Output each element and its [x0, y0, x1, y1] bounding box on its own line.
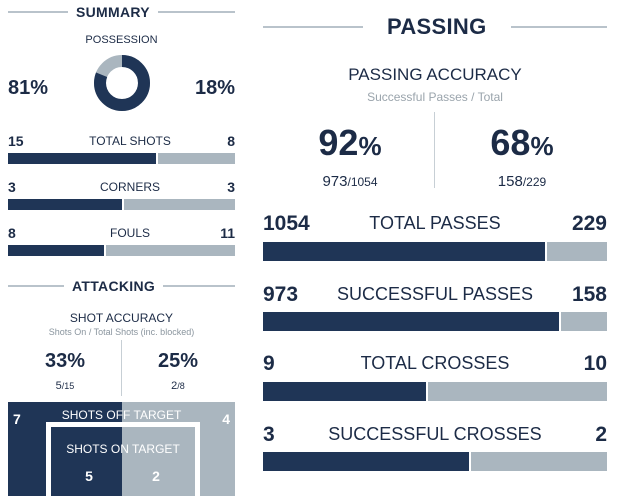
shot-accuracy-away-den: /8 — [177, 381, 185, 391]
passing-accuracy-home-num: 92 — [318, 122, 359, 163]
shots-off-away: 4 — [222, 411, 230, 427]
successful-passes-away: 158 — [571, 283, 607, 306]
total-crosses-bar — [263, 382, 607, 401]
shot-accuracy-home-fraction: 5/15 — [30, 380, 100, 392]
divider — [8, 285, 64, 287]
total-crosses-home: 9 — [263, 352, 275, 375]
passing-accuracy-away-num2: 158 — [497, 173, 523, 190]
shot-accuracy-label: SHOT ACCURACY — [69, 311, 174, 325]
shot-accuracy-home-den: /15 — [61, 381, 75, 391]
successful-passes-home: 973 — [263, 283, 299, 306]
total-shots-away: 8 — [227, 133, 235, 149]
corners-home-bar — [8, 199, 122, 210]
total-passes-away: 229 — [571, 212, 607, 235]
total-passes-bar — [263, 242, 607, 261]
shot-accuracy-away-fraction: 2/8 — [143, 380, 213, 392]
total-shots-home: 15 — [8, 133, 24, 149]
corners-bar — [8, 199, 235, 210]
passing-accuracy-away-den: /229 — [522, 175, 547, 189]
shot-accuracy-away-num: 2 — [171, 380, 178, 392]
summary-header: SUMMARY — [8, 4, 235, 20]
total-passes-home-bar — [263, 242, 546, 261]
fouls-home-bar — [8, 245, 104, 256]
successful-crosses-away: 2 — [595, 423, 607, 446]
goal-frame — [46, 422, 200, 496]
fouls-away: 11 — [220, 225, 235, 241]
fouls-away-bar — [105, 245, 235, 256]
possession-home-value: 81% — [8, 77, 49, 99]
shot-accuracy-home-pct: 33% — [44, 350, 86, 372]
possession-donut — [94, 55, 150, 111]
possession-home-arc — [94, 55, 150, 111]
shots-off-home: 7 — [13, 411, 21, 427]
passing-accuracy-subtitle: Successful Passes / Total — [367, 90, 503, 104]
total-crosses-away: 10 — [583, 352, 607, 375]
passing-accuracy-away-sym: % — [530, 131, 554, 161]
divider — [157, 11, 235, 13]
successful-crosses-label: SUCCESSFUL CROSSES — [328, 424, 542, 444]
shots-on-away: 2 — [152, 468, 160, 484]
divider — [510, 26, 607, 28]
successful-crosses-away-bar — [471, 452, 607, 471]
attacking-title: ATTACKING — [72, 278, 156, 294]
total-passes-label: TOTAL PASSES — [369, 213, 501, 233]
passing-accuracy-divider — [434, 112, 435, 188]
successful-passes-label: SUCCESSFUL PASSES — [336, 284, 534, 304]
total-crosses-away-bar — [428, 382, 607, 401]
total-shots-away-bar — [158, 153, 235, 164]
successful-crosses-bar — [263, 452, 607, 471]
shot-accuracy-away-pct: 25% — [157, 350, 199, 372]
shots-off-label: SHOTS OFF TARGET — [61, 408, 182, 422]
shots-target-graphic: SHOTS OFF TARGET 7 4 SHOTS ON TARGET 5 2 — [8, 402, 235, 496]
divider — [163, 285, 235, 287]
total-crosses-label: TOTAL CROSSES — [360, 353, 510, 373]
total-shots-label: TOTAL SHOTS — [89, 134, 171, 148]
fouls-bar — [8, 245, 235, 256]
successful-crosses-home: 3 — [263, 423, 275, 446]
passing-accuracy-label: PASSING ACCURACY — [348, 65, 522, 84]
passing-accuracy-home: 92% — [290, 122, 410, 164]
total-shots-bar — [8, 153, 235, 164]
passing-accuracy-home-den: /1054 — [347, 175, 378, 189]
successful-passes-away-bar — [560, 312, 607, 331]
corners-label: CORNERS — [99, 180, 160, 194]
passing-accuracy-home-fraction: 973/1054 — [290, 173, 410, 190]
shots-on-home-area — [56, 436, 122, 496]
successful-passes-home-bar — [263, 312, 559, 331]
shots-on-home: 5 — [85, 468, 93, 484]
shot-accuracy-subtitle: Shots On / Total Shots (inc. blocked) — [48, 327, 195, 337]
passing-header: PASSING — [263, 14, 607, 40]
shots-on-label: SHOTS ON TARGET — [66, 442, 180, 456]
corners-away: 3 — [227, 179, 235, 195]
shot-accuracy-divider — [121, 340, 122, 396]
total-crosses-home-bar — [263, 382, 427, 401]
total-passes-away-bar — [547, 242, 607, 261]
passing-accuracy-away: 68% — [462, 122, 582, 164]
total-shots-home-bar — [8, 153, 156, 164]
total-passes-home: 1054 — [263, 212, 310, 235]
corners-home: 3 — [8, 179, 16, 195]
fouls-label: FOULS — [109, 226, 150, 240]
attacking-header: ATTACKING — [8, 278, 235, 294]
corners-away-bar — [123, 199, 235, 210]
possession-label: POSSESSION — [85, 34, 158, 46]
passing-title: PASSING — [387, 14, 487, 39]
passing-accuracy-home-num2: 973 — [322, 173, 348, 190]
successful-crosses-home-bar — [263, 452, 470, 471]
divider — [263, 26, 363, 28]
shot-accuracy-home-num: 5 — [55, 380, 62, 392]
possession-away-value: 18% — [194, 77, 235, 99]
passing-accuracy-away-num: 68 — [490, 122, 531, 163]
passing-accuracy-home-sym: % — [358, 131, 382, 161]
successful-passes-bar — [263, 312, 607, 331]
shots-on-away-area — [122, 436, 190, 496]
divider — [8, 11, 68, 13]
summary-title: SUMMARY — [76, 4, 150, 20]
fouls-home: 8 — [8, 225, 16, 241]
passing-accuracy-away-fraction: 158/229 — [462, 173, 582, 190]
